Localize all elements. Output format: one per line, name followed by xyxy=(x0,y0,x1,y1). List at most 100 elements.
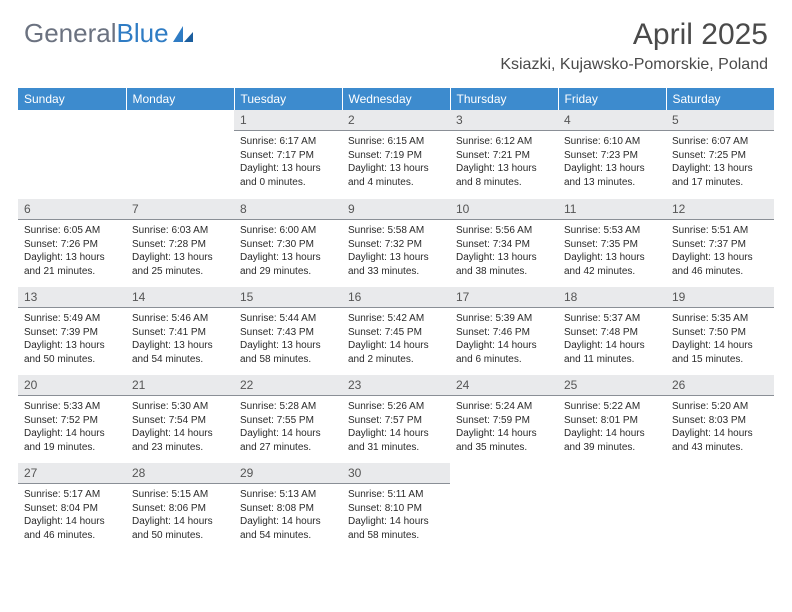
day-body: Sunrise: 5:46 AMSunset: 7:41 PMDaylight:… xyxy=(126,308,234,370)
daylight-text: Daylight: 14 hours and 39 minutes. xyxy=(564,427,660,454)
day-body: Sunrise: 6:12 AMSunset: 7:21 PMDaylight:… xyxy=(450,131,558,193)
day-number: 30 xyxy=(342,463,450,484)
day-body: Sunrise: 6:03 AMSunset: 7:28 PMDaylight:… xyxy=(126,220,234,282)
month-title: April 2025 xyxy=(500,18,768,52)
sunset-text: Sunset: 8:04 PM xyxy=(24,502,120,516)
page-header: GeneralBlue April 2025 Ksiazki, Kujawsko… xyxy=(0,0,792,78)
logo: GeneralBlue xyxy=(24,18,195,49)
daylight-text: Daylight: 13 hours and 4 minutes. xyxy=(348,162,444,189)
logo-sail-icon xyxy=(171,24,195,44)
day-number: 28 xyxy=(126,463,234,484)
day-body: Sunrise: 6:15 AMSunset: 7:19 PMDaylight:… xyxy=(342,131,450,193)
sunrise-text: Sunrise: 6:15 AM xyxy=(348,135,444,149)
day-number: 21 xyxy=(126,375,234,396)
calendar-day-cell: 26Sunrise: 5:20 AMSunset: 8:03 PMDayligh… xyxy=(666,374,774,462)
calendar-day-cell: 17Sunrise: 5:39 AMSunset: 7:46 PMDayligh… xyxy=(450,286,558,374)
calendar-day-cell: 7Sunrise: 6:03 AMSunset: 7:28 PMDaylight… xyxy=(126,198,234,286)
calendar-day-cell: 8Sunrise: 6:00 AMSunset: 7:30 PMDaylight… xyxy=(234,198,342,286)
day-number: 17 xyxy=(450,287,558,308)
daylight-text: Daylight: 14 hours and 31 minutes. xyxy=(348,427,444,454)
daylight-text: Daylight: 14 hours and 15 minutes. xyxy=(672,339,768,366)
calendar-day-cell: 5Sunrise: 6:07 AMSunset: 7:25 PMDaylight… xyxy=(666,110,774,198)
day-body: Sunrise: 5:15 AMSunset: 8:06 PMDaylight:… xyxy=(126,484,234,546)
sunrise-text: Sunrise: 5:30 AM xyxy=(132,400,228,414)
day-body: Sunrise: 5:28 AMSunset: 7:55 PMDaylight:… xyxy=(234,396,342,458)
sunset-text: Sunset: 7:54 PM xyxy=(132,414,228,428)
sunset-text: Sunset: 7:39 PM xyxy=(24,326,120,340)
sunset-text: Sunset: 7:46 PM xyxy=(456,326,552,340)
daylight-text: Daylight: 14 hours and 46 minutes. xyxy=(24,515,120,542)
sunrise-text: Sunrise: 5:49 AM xyxy=(24,312,120,326)
daylight-text: Daylight: 14 hours and 11 minutes. xyxy=(564,339,660,366)
sunrise-text: Sunrise: 5:24 AM xyxy=(456,400,552,414)
daylight-text: Daylight: 13 hours and 42 minutes. xyxy=(564,251,660,278)
sunrise-text: Sunrise: 6:03 AM xyxy=(132,224,228,238)
calendar-week-row: 6 Sunrise: 6:05 AMSunset: 7:26 PM Daylight… xyxy=(18,198,774,286)
calendar-day-cell: 12Sunrise: 5:51 AMSunset: 7:37 PMDayligh… xyxy=(666,198,774,286)
calendar-day-cell: 14Sunrise: 5:46 AMSunset: 7:41 PMDayligh… xyxy=(126,286,234,374)
day-number: 13 xyxy=(18,287,126,308)
sunrise-text: Sunrise: 5:37 AM xyxy=(564,312,660,326)
dayname-header: Thursday xyxy=(450,88,558,110)
daylight-text: Daylight: 13 hours and 33 minutes. xyxy=(348,251,444,278)
daylight-text: Daylight: 13 hours and 25 minutes. xyxy=(132,251,228,278)
day-number: 7 xyxy=(126,199,234,220)
dayname-header: Saturday xyxy=(666,88,774,110)
day-number: 29 xyxy=(234,463,342,484)
sunrise-text: Sunrise: 5:56 AM xyxy=(456,224,552,238)
day-number: 23 xyxy=(342,375,450,396)
day-number: 5 xyxy=(666,110,774,131)
day-body: Sunrise: 5:30 AMSunset: 7:54 PMDaylight:… xyxy=(126,396,234,458)
sunrise-text: Sunrise: 5:42 AM xyxy=(348,312,444,326)
day-body: Sunrise: 5:13 AMSunset: 8:08 PMDaylight:… xyxy=(234,484,342,546)
day-number: 27 xyxy=(18,463,126,484)
calendar-day-cell: 16Sunrise: 5:42 AMSunset: 7:45 PMDayligh… xyxy=(342,286,450,374)
sunset-text: Sunset: 7:55 PM xyxy=(240,414,336,428)
daylight-text: Daylight: 14 hours and 58 minutes. xyxy=(348,515,444,542)
calendar-day-cell: 2Sunrise: 6:15 AMSunset: 7:19 PMDaylight… xyxy=(342,110,450,198)
sunrise-text: Sunrise: 5:28 AM xyxy=(240,400,336,414)
sunset-text: Sunset: 7:30 PM xyxy=(240,238,336,252)
calendar-day-cell: 18Sunrise: 5:37 AMSunset: 7:48 PMDayligh… xyxy=(558,286,666,374)
sunrise-text: Sunrise: 6:05 AM xyxy=(24,224,120,238)
title-block: April 2025 Ksiazki, Kujawsko-Pomorskie, … xyxy=(500,18,768,74)
sunset-text: Sunset: 7:21 PM xyxy=(456,149,552,163)
sunset-text: Sunset: 7:52 PM xyxy=(24,414,120,428)
day-number: 1 xyxy=(234,110,342,131)
daylight-text: Daylight: 13 hours and 58 minutes. xyxy=(240,339,336,366)
day-number: 6 xyxy=(18,199,126,220)
day-body: Sunrise: 5:58 AMSunset: 7:32 PMDaylight:… xyxy=(342,220,450,282)
dayname-header: Monday xyxy=(126,88,234,110)
day-body: Sunrise: 5:20 AMSunset: 8:03 PMDaylight:… xyxy=(666,396,774,458)
calendar-day-cell: 20Sunrise: 5:33 AMSunset: 7:52 PMDayligh… xyxy=(18,374,126,462)
day-number: 20 xyxy=(18,375,126,396)
sunrise-text: Sunrise: 5:35 AM xyxy=(672,312,768,326)
calendar-day-cell: 9Sunrise: 5:58 AMSunset: 7:32 PMDaylight… xyxy=(342,198,450,286)
calendar-day-cell: 15Sunrise: 5:44 AMSunset: 7:43 PMDayligh… xyxy=(234,286,342,374)
day-number: 25 xyxy=(558,375,666,396)
day-body: Sunrise: 6:00 AMSunset: 7:30 PMDaylight:… xyxy=(234,220,342,282)
sunrise-text: Sunrise: 5:11 AM xyxy=(348,488,444,502)
daylight-text: Daylight: 13 hours and 13 minutes. xyxy=(564,162,660,189)
day-number: 8 xyxy=(234,199,342,220)
calendar-day-cell: 27Sunrise: 5:17 AMSunset: 8:04 PMDayligh… xyxy=(18,462,126,550)
calendar-day-cell: 3Sunrise: 6:12 AMSunset: 7:21 PMDaylight… xyxy=(450,110,558,198)
sunset-text: Sunset: 8:03 PM xyxy=(672,414,768,428)
sunset-text: Sunset: 8:01 PM xyxy=(564,414,660,428)
calendar-table: SundayMondayTuesdayWednesdayThursdayFrid… xyxy=(18,88,774,551)
daylight-text: Daylight: 13 hours and 50 minutes. xyxy=(24,339,120,366)
sunrise-text: Sunrise: 5:13 AM xyxy=(240,488,336,502)
daylight-text: Daylight: 13 hours and 17 minutes. xyxy=(672,162,768,189)
calendar-week-row: 20Sunrise: 5:33 AMSunset: 7:52 PMDayligh… xyxy=(18,374,774,462)
sunset-text: Sunset: 8:10 PM xyxy=(348,502,444,516)
sunrise-text: Sunrise: 6:00 AM xyxy=(240,224,336,238)
sunset-text: Sunset: 7:57 PM xyxy=(348,414,444,428)
day-body: Sunrise: 5:17 AMSunset: 8:04 PMDaylight:… xyxy=(18,484,126,546)
day-number: 3 xyxy=(450,110,558,131)
day-number: 16 xyxy=(342,287,450,308)
sunrise-text: Sunrise: 5:39 AM xyxy=(456,312,552,326)
dayname-header: Wednesday xyxy=(342,88,450,110)
daylight-text: Daylight: 14 hours and 2 minutes. xyxy=(348,339,444,366)
sunset-text: Sunset: 7:17 PM xyxy=(240,149,336,163)
sunset-text: Sunset: 7:26 PM xyxy=(24,238,120,252)
